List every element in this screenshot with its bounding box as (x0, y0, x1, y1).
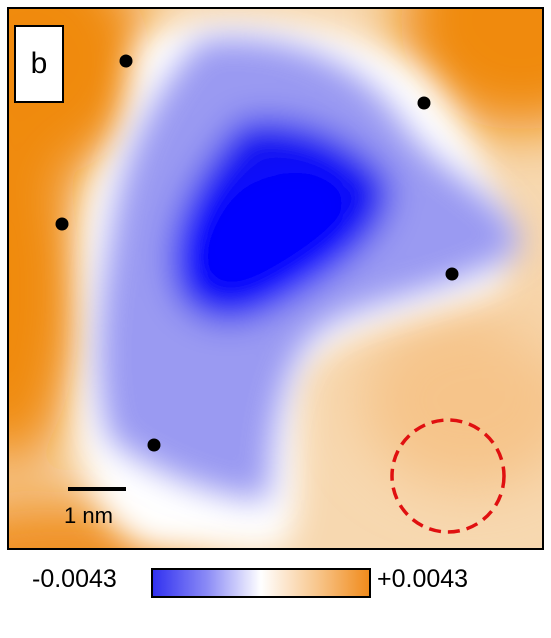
colorbar-frame (151, 568, 371, 598)
marker-dot (55, 217, 69, 231)
marker-dot (445, 267, 459, 281)
panel-label: b (14, 25, 64, 103)
colorbar-gradient (152, 569, 370, 597)
marker-dot (417, 96, 431, 110)
scale-bar-label: 1 nm (64, 503, 113, 528)
map-frame (7, 7, 544, 550)
highlight-circle (390, 418, 506, 534)
scale-bar (68, 487, 126, 491)
marker-dot (147, 438, 161, 452)
colorbar-max-label: +0.0043 (377, 565, 469, 593)
colorbar-min-label: -0.0043 (32, 565, 117, 593)
density-map (8, 8, 543, 549)
marker-dot (119, 54, 133, 68)
